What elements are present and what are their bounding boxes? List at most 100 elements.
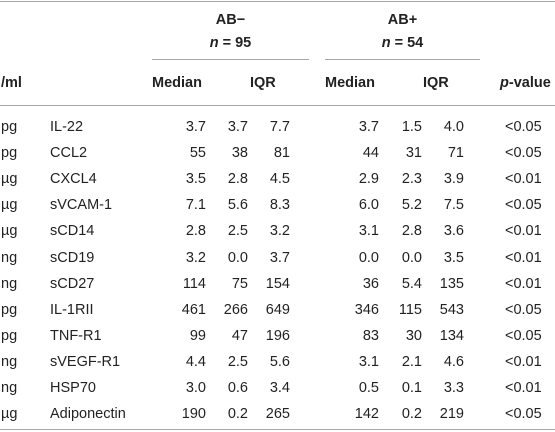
unit-cell: ng xyxy=(1,275,18,292)
iqr-header-group2: IQR xyxy=(423,75,449,91)
pvalue-header-symbol: p xyxy=(500,75,509,91)
iqr-high-group1-cell: 3.2 xyxy=(269,223,290,240)
analyte-name-cell: sVEGF-R1 xyxy=(50,353,121,370)
iqr-low-group1-cell: 47 xyxy=(231,327,248,344)
unit-cell: ng xyxy=(1,353,18,370)
iqr-high-group1-cell: 3.4 xyxy=(269,380,290,396)
iqr-high-group1-cell: 3.7 xyxy=(269,249,290,266)
iqr-high-group1-cell: 7.7 xyxy=(269,119,290,135)
analyte-name-cell: HSP70 xyxy=(50,380,96,396)
table-row: µg CXCL4 3.5 2.8 4.5 2.9 2.3 3.9 <0.01 xyxy=(0,166,555,192)
iqr-high-group2-cell: 134 xyxy=(439,327,464,344)
pvalue-header: p-value xyxy=(500,76,551,91)
iqr-high-group1-cell: 8.3 xyxy=(269,197,290,214)
table-row: pg CCL2 55 38 81 44 31 71 <0.05 xyxy=(0,140,555,166)
iqr-high-group2-cell: 135 xyxy=(439,275,464,292)
unit-cell: pg xyxy=(1,119,18,135)
analyte-name-cell: sCD27 xyxy=(50,275,95,292)
iqr-low-group2-cell: 2.1 xyxy=(401,353,422,370)
table-row: ng sCD27 114 75 154 36 5.4 135 <0.01 xyxy=(0,271,555,297)
unit-column-header: /ml xyxy=(1,75,22,91)
iqr-high-group1-cell: 5.6 xyxy=(269,353,290,370)
median-group2-cell: 36 xyxy=(362,275,379,292)
iqr-low-group1-cell: 75 xyxy=(231,275,248,292)
median-group2-cell: 0.0 xyxy=(358,249,379,266)
median-group2-cell: 83 xyxy=(362,327,379,344)
iqr-low-group1-cell: 2.8 xyxy=(227,171,248,188)
iqr-high-group2-cell: 7.5 xyxy=(443,197,464,214)
iqr-high-group1-cell: 649 xyxy=(265,301,290,318)
median-group2-cell: 3.1 xyxy=(358,223,379,240)
table-row: pg TNF-R1 99 47 196 83 30 134 <0.05 xyxy=(0,323,555,349)
median-group1-cell: 3.5 xyxy=(185,171,206,188)
pvalue-cell: <0.01 xyxy=(505,275,542,292)
iqr-high-group1-cell: 265 xyxy=(265,406,290,423)
iqr-high-group1-cell: 154 xyxy=(265,275,290,292)
median-group1-cell: 55 xyxy=(189,145,206,162)
iqr-low-group2-cell: 1.5 xyxy=(401,119,422,135)
pvalue-cell: <0.01 xyxy=(505,353,542,370)
table-row: ng sVEGF-R1 4.4 2.5 5.6 3.1 2.1 4.6 <0.01 xyxy=(0,349,555,375)
median-group1-cell: 2.8 xyxy=(185,223,206,240)
iqr-high-group2-cell: 219 xyxy=(439,406,464,423)
analyte-name-cell: IL-22 xyxy=(50,119,84,135)
median-group2-cell: 6.0 xyxy=(358,197,379,214)
group2-n-symbol: n xyxy=(381,35,391,51)
pvalue-cell: <0.05 xyxy=(505,119,542,135)
iqr-low-group2-cell: 5.2 xyxy=(401,197,422,214)
median-group1-cell: 3.7 xyxy=(185,119,206,135)
iqr-high-group2-cell: 71 xyxy=(447,145,464,162)
unit-cell: µg xyxy=(1,406,18,423)
unit-cell: pg xyxy=(1,327,18,344)
median-group1-cell: 3.2 xyxy=(185,249,206,266)
iqr-low-group2-cell: 0.0 xyxy=(401,249,422,266)
analyte-name-cell: CCL2 xyxy=(50,145,88,162)
median-group1-cell: 3.0 xyxy=(185,380,206,396)
pvalue-header-text: -value xyxy=(508,75,551,91)
median-group2-cell: 3.1 xyxy=(358,353,379,370)
iqr-high-group2-cell: 4.0 xyxy=(443,119,464,135)
median-group1-cell: 4.4 xyxy=(185,353,206,370)
iqr-high-group2-cell: 3.6 xyxy=(443,223,464,240)
iqr-high-group2-cell: 3.5 xyxy=(443,249,464,266)
group2-n-value: = 54 xyxy=(390,35,424,51)
unit-cell: µg xyxy=(1,197,18,214)
iqr-low-group2-cell: 2.3 xyxy=(401,171,422,188)
iqr-low-group2-cell: 0.2 xyxy=(401,406,422,423)
unit-cell: ng xyxy=(1,380,18,396)
analyte-name-cell: IL-1RII xyxy=(50,301,94,318)
unit-cell: pg xyxy=(1,301,18,318)
iqr-low-group1-cell: 266 xyxy=(223,301,248,318)
median-group1-cell: 114 xyxy=(182,275,206,292)
iqr-high-group2-cell: 543 xyxy=(439,301,464,318)
pvalue-cell: <0.05 xyxy=(505,327,542,344)
group1-n-value: = 95 xyxy=(218,35,252,51)
header-rule xyxy=(0,105,555,106)
iqr-low-group1-cell: 5.6 xyxy=(227,197,248,214)
median-group2-cell: 346 xyxy=(354,301,379,318)
analyte-name-cell: TNF-R1 xyxy=(50,327,102,344)
iqr-low-group2-cell: 30 xyxy=(405,327,422,344)
table-row: ng sCD19 3.2 0.0 3.7 0.0 0.0 3.5 <0.01 xyxy=(0,245,555,271)
analyte-name-cell: CXCL4 xyxy=(50,171,97,188)
analyte-name-cell: sCD14 xyxy=(50,223,95,240)
iqr-high-group2-cell: 3.9 xyxy=(443,171,464,188)
group2-name: AB+ xyxy=(387,12,418,28)
iqr-low-group1-cell: 0.2 xyxy=(227,406,248,423)
group2-n: n = 54 xyxy=(325,36,480,51)
pvalue-cell: <0.01 xyxy=(505,249,542,266)
median-group1-cell: 7.1 xyxy=(185,197,206,214)
analyte-name-cell: Adiponectin xyxy=(50,406,126,423)
iqr-low-group1-cell: 2.5 xyxy=(227,353,248,370)
median-group1-cell: 461 xyxy=(181,301,206,318)
iqr-low-group2-cell: 5.4 xyxy=(401,275,422,292)
table-row: µg sCD14 2.8 2.5 3.2 3.1 2.8 3.6 <0.01 xyxy=(0,218,555,244)
pvalue-cell: <0.05 xyxy=(505,406,542,423)
iqr-low-group2-cell: 115 xyxy=(398,301,422,318)
table-row: pg IL-1RII 461 266 649 346 115 543 <0.05 xyxy=(0,297,555,323)
group1-underline xyxy=(152,59,309,60)
median-header-group2: Median xyxy=(325,75,375,91)
iqr-low-group1-cell: 0.6 xyxy=(227,380,248,396)
iqr-header-group1: IQR xyxy=(250,75,276,91)
group1-n-symbol: n xyxy=(209,35,219,51)
